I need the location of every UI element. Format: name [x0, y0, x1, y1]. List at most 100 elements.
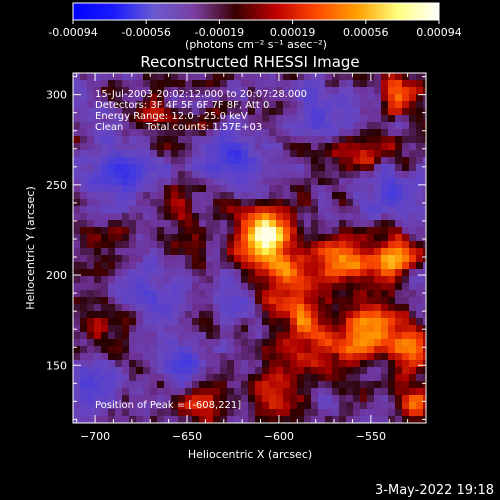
heatmap-cell — [80, 290, 88, 298]
heatmap-cell — [248, 409, 256, 417]
heatmap-cell — [108, 185, 116, 193]
heatmap-cell — [248, 94, 256, 102]
heatmap-cell — [332, 346, 340, 354]
heatmap-cell — [213, 143, 221, 151]
heatmap-cell — [304, 360, 312, 368]
heatmap-cell — [143, 129, 151, 137]
heatmap-cell — [381, 276, 389, 284]
heatmap-cell — [402, 143, 410, 151]
heatmap-cell — [409, 416, 417, 423]
heatmap-cell — [199, 101, 207, 109]
heatmap-cell — [262, 115, 270, 123]
heatmap-cell — [304, 199, 312, 207]
heatmap-cell — [409, 108, 417, 116]
heatmap-cell — [129, 234, 137, 242]
heatmap-cell — [332, 206, 340, 214]
heatmap-cell — [213, 171, 221, 179]
heatmap-cell — [276, 220, 284, 228]
heatmap-cell — [311, 101, 319, 109]
heatmap-cell — [290, 388, 298, 396]
heatmap-cell — [115, 157, 123, 165]
heatmap-cell — [325, 241, 333, 249]
heatmap-cell — [122, 143, 130, 151]
heatmap-cell — [136, 143, 144, 151]
heatmap-cell — [143, 234, 151, 242]
heatmap-cell — [416, 248, 424, 256]
heatmap-cell — [164, 206, 172, 214]
heatmap-cell — [346, 164, 354, 172]
heatmap-cell — [241, 94, 249, 102]
heatmap-cell — [241, 80, 249, 88]
heatmap-cell — [423, 262, 426, 270]
heatmap-cell — [234, 108, 242, 116]
heatmap-cell — [262, 234, 270, 242]
heatmap-cell — [353, 108, 361, 116]
heatmap-cell — [122, 346, 130, 354]
heatmap-cell — [255, 234, 263, 242]
heatmap-cell — [423, 353, 426, 361]
heatmap-cell — [213, 164, 221, 172]
heatmap-cell — [220, 409, 228, 417]
heatmap-cell — [164, 122, 172, 130]
heatmap-cell — [87, 206, 95, 214]
heatmap-cell — [290, 157, 298, 165]
heatmap-cell — [353, 206, 361, 214]
heatmap-cell — [108, 234, 116, 242]
heatmap-cell — [332, 374, 340, 382]
heatmap-cell — [136, 395, 144, 403]
heatmap-cell — [87, 416, 95, 423]
heatmap-cell — [227, 325, 235, 333]
heatmap-cell — [206, 353, 214, 361]
heatmap-cell — [409, 339, 417, 347]
heatmap-cell — [108, 241, 116, 249]
heatmap-cell — [164, 311, 172, 319]
heatmap-cell — [115, 269, 123, 277]
heatmap-cell — [171, 409, 179, 417]
heatmap-cell — [122, 311, 130, 319]
heatmap-cell — [157, 297, 165, 305]
heatmap-cell — [290, 213, 298, 221]
heatmap-cell — [185, 101, 193, 109]
annotation-total-counts: Total counts: 1.57E+03 — [145, 122, 262, 133]
heatmap-cell — [234, 136, 242, 144]
heatmap-cell — [374, 374, 382, 382]
heatmap-cell — [248, 402, 256, 410]
heatmap-cell — [185, 360, 193, 368]
colorbar-tick-label: -0.00019 — [195, 26, 244, 39]
heatmap-cell — [248, 360, 256, 368]
heatmap-cell — [94, 381, 102, 389]
heatmap-cell — [87, 304, 95, 312]
heatmap-cell — [101, 241, 109, 249]
heatmap-cell — [241, 255, 249, 263]
heatmap-cell — [157, 199, 165, 207]
heatmap-cell — [332, 108, 340, 116]
heatmap-cell — [276, 395, 284, 403]
heatmap-cell — [367, 276, 375, 284]
heatmap-cell — [115, 332, 123, 340]
heatmap-cell — [164, 297, 172, 305]
heatmap-cell — [199, 395, 207, 403]
heatmap-cell — [423, 311, 426, 319]
heatmap-cell — [213, 220, 221, 228]
heatmap-cell — [402, 353, 410, 361]
heatmap-cell — [213, 178, 221, 186]
heatmap-cell — [290, 143, 298, 151]
heatmap-cell — [269, 192, 277, 200]
heatmap-cell — [248, 115, 256, 123]
heatmap-cell — [73, 87, 81, 95]
heatmap-cell — [402, 150, 410, 158]
heatmap-cell — [367, 339, 375, 347]
heatmap-cell — [94, 122, 102, 130]
heatmap-cell — [171, 185, 179, 193]
heatmap-cell — [227, 108, 235, 116]
heatmap-cell — [276, 108, 284, 116]
heatmap-cell — [206, 129, 214, 137]
heatmap-cell — [94, 80, 102, 88]
heatmap-cell — [157, 360, 165, 368]
heatmap-cell — [171, 339, 179, 347]
heatmap-cell — [164, 199, 172, 207]
heatmap-cell — [199, 409, 207, 417]
heatmap-cell — [255, 206, 263, 214]
heatmap-cell — [94, 339, 102, 347]
heatmap-cell — [360, 262, 368, 270]
